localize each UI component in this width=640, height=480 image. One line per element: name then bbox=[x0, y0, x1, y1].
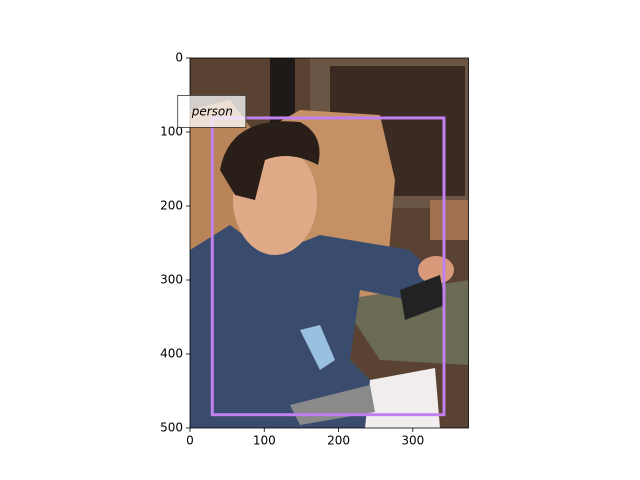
y-tick-label: 200 bbox=[160, 199, 183, 213]
x-tick-label: 0 bbox=[186, 434, 194, 448]
y-tick-label: 100 bbox=[160, 125, 183, 139]
box-label-background bbox=[177, 95, 247, 128]
y-tick-label: 0 bbox=[175, 51, 183, 65]
photo bbox=[190, 58, 469, 428]
x-tick-label: 100 bbox=[253, 434, 276, 448]
y-tick-label: 500 bbox=[160, 421, 183, 435]
y-tick-label: 300 bbox=[160, 273, 183, 287]
bounding-box bbox=[210, 116, 446, 417]
axes-frame bbox=[189, 57, 469, 429]
y-tick-label: 400 bbox=[160, 347, 183, 361]
x-tick-label: 300 bbox=[401, 434, 424, 448]
box-label: person bbox=[191, 104, 233, 118]
x-tick-label: 200 bbox=[327, 434, 350, 448]
